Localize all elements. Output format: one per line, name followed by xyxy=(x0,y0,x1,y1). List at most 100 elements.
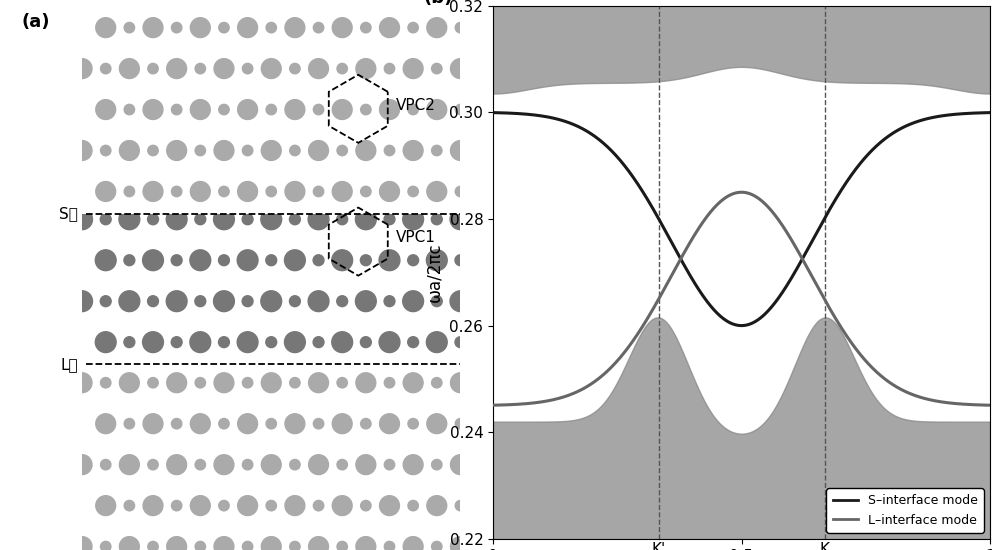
Circle shape xyxy=(379,250,400,271)
Circle shape xyxy=(361,186,371,197)
Circle shape xyxy=(124,337,135,348)
Circle shape xyxy=(455,23,466,33)
Circle shape xyxy=(309,141,328,161)
Circle shape xyxy=(171,186,182,197)
Circle shape xyxy=(72,141,92,161)
Text: VPC2: VPC2 xyxy=(396,97,436,113)
Circle shape xyxy=(72,373,92,393)
Circle shape xyxy=(455,173,466,184)
Circle shape xyxy=(308,373,329,393)
Circle shape xyxy=(332,100,352,119)
Circle shape xyxy=(384,214,395,225)
Circle shape xyxy=(384,459,395,470)
Circle shape xyxy=(242,227,253,238)
Circle shape xyxy=(261,373,282,393)
Circle shape xyxy=(479,63,489,74)
Circle shape xyxy=(195,63,206,74)
Circle shape xyxy=(101,145,111,156)
Circle shape xyxy=(266,173,277,184)
Circle shape xyxy=(190,496,210,515)
Circle shape xyxy=(242,296,253,307)
Circle shape xyxy=(285,18,305,37)
Text: S型: S型 xyxy=(59,206,78,221)
Circle shape xyxy=(219,419,229,429)
Circle shape xyxy=(261,223,281,243)
Circle shape xyxy=(479,227,489,238)
Circle shape xyxy=(148,296,158,307)
Circle shape xyxy=(148,63,158,74)
Circle shape xyxy=(427,414,447,433)
Circle shape xyxy=(219,104,229,115)
Circle shape xyxy=(451,223,470,243)
Circle shape xyxy=(313,337,324,348)
Circle shape xyxy=(355,209,376,230)
Circle shape xyxy=(266,23,276,33)
Circle shape xyxy=(143,182,163,201)
Circle shape xyxy=(190,168,211,189)
Circle shape xyxy=(337,63,347,74)
Circle shape xyxy=(332,250,353,271)
Circle shape xyxy=(143,496,163,515)
Circle shape xyxy=(101,541,111,550)
Circle shape xyxy=(313,173,324,184)
Circle shape xyxy=(432,459,442,470)
Circle shape xyxy=(455,255,466,266)
Circle shape xyxy=(119,141,139,161)
Circle shape xyxy=(474,332,494,351)
Circle shape xyxy=(479,378,490,388)
Circle shape xyxy=(384,541,395,550)
Circle shape xyxy=(284,332,305,353)
Circle shape xyxy=(455,500,466,511)
Circle shape xyxy=(95,250,116,271)
Circle shape xyxy=(332,332,352,351)
Circle shape xyxy=(432,63,442,74)
Circle shape xyxy=(479,459,489,470)
Circle shape xyxy=(427,18,447,37)
Circle shape xyxy=(214,373,234,393)
Circle shape xyxy=(72,455,92,475)
Circle shape xyxy=(167,373,187,393)
Circle shape xyxy=(219,337,229,348)
Circle shape xyxy=(455,337,466,348)
Circle shape xyxy=(285,182,305,201)
Circle shape xyxy=(242,541,253,550)
Circle shape xyxy=(309,373,328,393)
Circle shape xyxy=(474,332,494,353)
Circle shape xyxy=(403,455,423,475)
Circle shape xyxy=(195,459,206,470)
Circle shape xyxy=(380,496,399,515)
Circle shape xyxy=(190,332,210,351)
Circle shape xyxy=(361,337,371,347)
Circle shape xyxy=(219,186,229,197)
Circle shape xyxy=(195,227,206,238)
Circle shape xyxy=(124,173,135,184)
Circle shape xyxy=(195,377,206,388)
Circle shape xyxy=(474,496,494,515)
Circle shape xyxy=(95,332,116,353)
Circle shape xyxy=(332,18,352,37)
Circle shape xyxy=(313,337,324,347)
Circle shape xyxy=(101,459,111,470)
Circle shape xyxy=(171,337,182,347)
Circle shape xyxy=(313,255,324,266)
Circle shape xyxy=(455,419,466,429)
Circle shape xyxy=(289,214,300,225)
Circle shape xyxy=(214,223,234,243)
Circle shape xyxy=(219,173,229,184)
Circle shape xyxy=(238,496,258,515)
Circle shape xyxy=(214,537,234,550)
Circle shape xyxy=(431,378,442,388)
Circle shape xyxy=(242,377,253,388)
Circle shape xyxy=(100,378,111,388)
Circle shape xyxy=(426,250,447,271)
Circle shape xyxy=(237,332,258,353)
Circle shape xyxy=(408,104,418,115)
Circle shape xyxy=(266,500,276,511)
Circle shape xyxy=(451,373,470,393)
Circle shape xyxy=(148,214,158,225)
Circle shape xyxy=(308,209,329,230)
Circle shape xyxy=(332,182,352,201)
Circle shape xyxy=(148,227,158,238)
Circle shape xyxy=(408,500,418,511)
Circle shape xyxy=(290,63,300,74)
